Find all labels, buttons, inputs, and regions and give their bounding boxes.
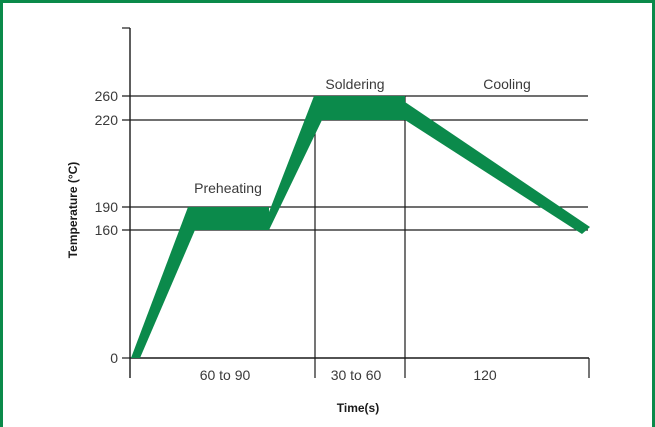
y-tick-label-190: 190 [95,199,119,215]
y-tick-label-160: 160 [95,222,119,238]
axes: 0 160 190 220 260 [95,27,590,378]
x-axis-title: Time(s) [337,401,379,415]
phase-label-preheating: Preheating [194,180,262,196]
y-tick-label-220: 220 [95,112,119,128]
preheating-plateau [189,207,269,230]
chart-labels: Preheating Soldering Cooling 60 to 90 30… [66,76,531,415]
x-band-label-solder: 30 to 60 [331,367,382,383]
ramp-to-soldering-segment [262,96,322,230]
phase-label-soldering: Soldering [325,76,384,92]
x-band-label-cool: 120 [473,367,497,383]
temperature-profile [131,96,590,358]
y-tick-label-0: 0 [110,350,118,366]
y-axis-title: Temperature (°C) [66,162,80,259]
y-tick-label-260: 260 [95,88,119,104]
soldering-plateau [316,96,405,120]
cooling-segment [405,102,590,234]
x-band-label-preheat: 60 to 90 [200,367,251,383]
ramp-up-segment [131,207,195,358]
phase-label-cooling: Cooling [483,76,530,92]
